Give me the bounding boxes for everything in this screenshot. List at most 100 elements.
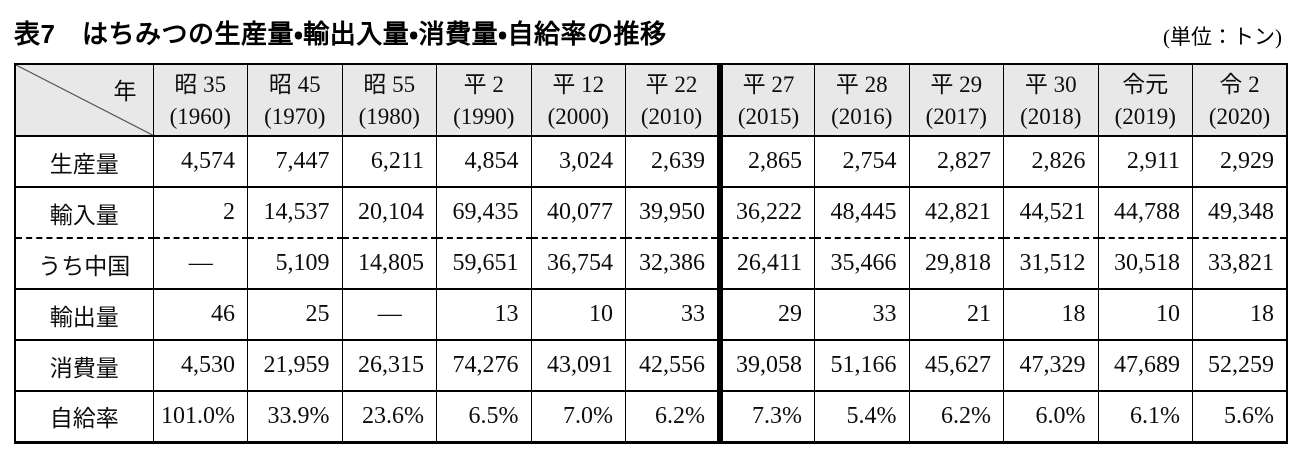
row-label: 輸出量 <box>14 289 154 341</box>
row-label: 自給率 <box>14 391 154 443</box>
data-cell: 44,521 <box>1003 187 1099 239</box>
table-body: 生産量 4,574 7,447 6,211 4,854 3,024 2,639 2,865 2,… <box>14 136 1288 443</box>
data-cell: — <box>341 289 437 341</box>
data-cell: 74,276 <box>436 340 532 392</box>
col-header-era: 平 28 <box>835 72 888 97</box>
col-header-year: (2010) <box>640 104 703 129</box>
data-cell: 47,329 <box>1003 340 1099 392</box>
data-cell: 6.1% <box>1097 391 1193 443</box>
col-header-year: (2016) <box>831 104 893 129</box>
col-header-era: 平 12 <box>552 72 605 97</box>
data-cell: 25 <box>247 289 343 341</box>
col-header: 昭 55 (1980) <box>341 64 437 137</box>
data-cell: 6.0% <box>1003 391 1099 443</box>
data-cell: 42,821 <box>908 187 1004 239</box>
row-label: うち中国 <box>14 238 154 290</box>
data-cell: 7.3% <box>717 391 815 443</box>
data-cell: 7.0% <box>530 391 626 443</box>
data-cell: 2,754 <box>814 136 910 188</box>
data-cell: 2,911 <box>1097 136 1193 188</box>
data-cell: 2,827 <box>908 136 1004 188</box>
col-header: 平 12 (2000) <box>530 64 626 137</box>
table-row: うち中国 —5,109 14,805 59,651 36,754 32,386 26,411… <box>14 238 1288 290</box>
data-cell: 36,222 <box>717 187 815 239</box>
col-header-year: (2018) <box>1020 104 1082 129</box>
data-cell: 6,211 <box>341 136 437 188</box>
title-row: 表7 はちみつの生産量・輸出入量・消費量・自給率の推移 (単位：トン) <box>14 10 1288 63</box>
data-cell: 5.4% <box>814 391 910 443</box>
col-header: 平 29 (2017) <box>908 64 1004 137</box>
col-header-year: (1960) <box>169 104 231 129</box>
col-header-era: 平 29 <box>930 72 983 97</box>
data-cell: 45,627 <box>908 340 1004 392</box>
table-header: 年 昭 35 (1960) 昭 45 (1970) 昭 55 (1980) 平 2 (1990… <box>14 64 1288 137</box>
data-cell: 101.0% <box>152 391 248 443</box>
col-header-era: 昭 45 <box>268 72 321 97</box>
data-cell: 2 <box>152 187 248 239</box>
col-header-year: (2017) <box>925 104 987 129</box>
data-cell: 33.9% <box>247 391 343 443</box>
honey-stats-table: 年 昭 35 (1960) 昭 45 (1970) 昭 55 (1980) 平 2 (1990… <box>14 63 1288 444</box>
data-cell: 21,959 <box>247 340 343 392</box>
data-cell: 14,805 <box>341 238 437 290</box>
data-cell: 2,865 <box>717 136 815 188</box>
data-cell: 47,689 <box>1097 340 1193 392</box>
document-page: 表7 はちみつの生産量・輸出入量・消費量・自給率の推移 (単位：トン) 年 昭 … <box>14 10 1288 444</box>
data-cell: 69,435 <box>436 187 532 239</box>
data-cell: 6.2% <box>625 391 721 443</box>
data-cell: 18 <box>1003 289 1099 341</box>
data-cell: 2,929 <box>1192 136 1288 188</box>
col-header: 平 22 (2010) <box>625 64 721 137</box>
col-header: 昭 35 (1960) <box>152 64 248 137</box>
table-row: 輸出量 46 25—13 10 33 29 33 21 18 10 18 <box>14 289 1288 341</box>
data-cell: 39,950 <box>625 187 721 239</box>
data-cell: 2,639 <box>625 136 721 188</box>
col-header-era: 平 27 <box>742 72 795 97</box>
table-row: 自給率 101.0% 33.9% 23.6% 6.5% 7.0% 6.2% 7.3% 5.4% 6… <box>14 391 1288 443</box>
col-header-year: (2000) <box>547 104 609 129</box>
data-cell: 20,104 <box>341 187 437 239</box>
data-cell: 39,058 <box>717 340 815 392</box>
data-cell: 42,556 <box>625 340 721 392</box>
col-header-era: 平 2 <box>463 72 504 97</box>
row-label: 生産量 <box>14 136 154 188</box>
col-header-year: (2015) <box>737 104 800 129</box>
data-cell: 14,537 <box>247 187 343 239</box>
col-header-year: (1980) <box>358 104 420 129</box>
data-cell: 31,512 <box>1003 238 1099 290</box>
data-cell: 46 <box>152 289 248 341</box>
data-cell: 13 <box>436 289 532 341</box>
data-cell: 29 <box>717 289 815 341</box>
data-cell: 7,447 <box>247 136 343 188</box>
data-cell: 33,821 <box>1192 238 1288 290</box>
data-cell: 33 <box>814 289 910 341</box>
col-header: 平 30 (2018) <box>1003 64 1099 137</box>
data-cell: 4,530 <box>152 340 248 392</box>
col-header-year: (2020) <box>1208 104 1271 129</box>
table-row: 生産量 4,574 7,447 6,211 4,854 3,024 2,639 2,865 2,… <box>14 136 1288 188</box>
data-cell: 4,574 <box>152 136 248 188</box>
data-cell: 29,818 <box>908 238 1004 290</box>
col-header: 昭 45 (1970) <box>247 64 343 137</box>
table-row: 消費量 4,530 21,959 26,315 74,276 43,091 42,556 39… <box>14 340 1288 392</box>
col-header-era: 平 30 <box>1024 72 1077 97</box>
data-cell: 3,024 <box>530 136 626 188</box>
data-cell: 48,445 <box>814 187 910 239</box>
col-header: 令 2 (2020) <box>1192 64 1288 137</box>
data-cell: 44,788 <box>1097 187 1193 239</box>
data-cell: 49,348 <box>1192 187 1288 239</box>
col-header: 令元 (2019) <box>1097 64 1193 137</box>
data-cell: — <box>152 238 248 290</box>
data-cell: 10 <box>530 289 626 341</box>
unit-note: (単位：トン) <box>1163 25 1282 49</box>
data-cell: 10 <box>1097 289 1193 341</box>
data-cell: 59,651 <box>436 238 532 290</box>
row-label: 輸入量 <box>14 187 154 239</box>
header-row: 年 昭 35 (1960) 昭 45 (1970) 昭 55 (1980) 平 2 (1990… <box>14 64 1288 137</box>
col-header-year: (1990) <box>453 104 515 129</box>
diagonal-line <box>16 65 153 135</box>
col-header-era: 令元 <box>1122 72 1169 97</box>
data-cell: 36,754 <box>530 238 626 290</box>
corner-cell: 年 <box>14 64 154 137</box>
data-cell: 6.5% <box>436 391 532 443</box>
